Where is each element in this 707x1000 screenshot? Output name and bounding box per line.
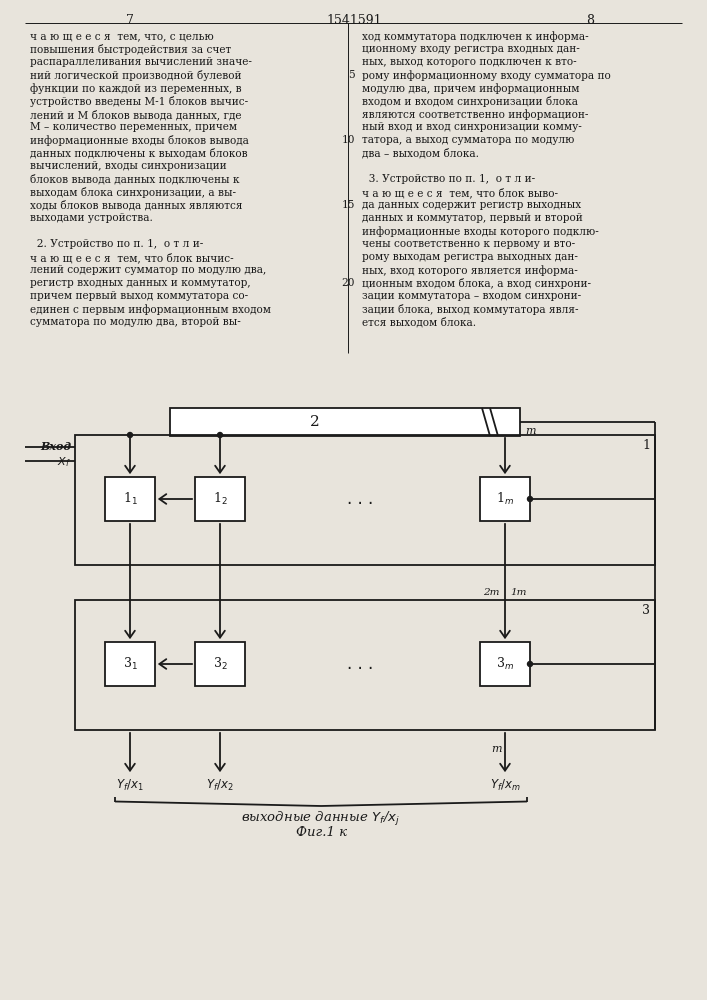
Text: выходные данные $Y_f$/$x_j$: выходные данные $Y_f$/$x_j$ — [242, 810, 401, 828]
Text: 1$_2$: 1$_2$ — [213, 491, 228, 507]
Text: информационные входы блоков вывода: информационные входы блоков вывода — [30, 135, 249, 146]
Text: ходы блоков вывода данных являются: ходы блоков вывода данных являются — [30, 200, 243, 211]
Text: 3. Устройство по п. 1,  о т л и-: 3. Устройство по п. 1, о т л и- — [362, 174, 535, 184]
Text: чены соответственно к первому и вто-: чены соответственно к первому и вто- — [362, 239, 575, 249]
Bar — [105, 642, 155, 686]
Text: единен с первым информационным входом: единен с первым информационным входом — [30, 304, 271, 315]
Text: $Y_f/x_2$: $Y_f/x_2$ — [206, 778, 234, 793]
Text: 3$_m$: 3$_m$ — [496, 656, 514, 672]
Circle shape — [127, 432, 132, 438]
Text: ч а ю щ е е с я  тем, что блок выво-: ч а ю щ е е с я тем, что блок выво- — [362, 187, 558, 198]
Text: зации коммутатора – входом синхрони-: зации коммутатора – входом синхрони- — [362, 291, 581, 301]
Bar — [75, 600, 655, 730]
Text: выходами устройства.: выходами устройства. — [30, 213, 153, 223]
Text: Вход: Вход — [40, 441, 71, 452]
Text: 3$_2$: 3$_2$ — [213, 656, 228, 672]
Text: 8: 8 — [586, 14, 594, 27]
Bar — [170, 408, 520, 436]
Bar — [480, 642, 530, 686]
Bar — [75, 435, 655, 565]
Text: лений и М блоков вывода данных, где: лений и М блоков вывода данных, где — [30, 109, 242, 120]
Text: m: m — [491, 744, 502, 754]
Text: являются соответственно информацион-: являются соответственно информацион- — [362, 109, 588, 120]
Circle shape — [218, 432, 223, 438]
Text: повышения быстродействия за счет: повышения быстродействия за счет — [30, 44, 231, 55]
Bar — [480, 477, 530, 521]
Text: распараллеливания вычислений значе-: распараллеливания вычислений значе- — [30, 57, 252, 67]
Text: $X_f$: $X_f$ — [57, 455, 71, 469]
Text: ход коммутатора подключен к информа-: ход коммутатора подключен к информа- — [362, 31, 589, 42]
Text: 2. Устройство по п. 1,  о т л и-: 2. Устройство по п. 1, о т л и- — [30, 239, 203, 249]
Text: Фиг.1 к: Фиг.1 к — [296, 826, 346, 839]
Text: ч а ю щ е е с я  тем, что, с целью: ч а ю щ е е с я тем, что, с целью — [30, 31, 214, 41]
Text: два – выходом блока.: два – выходом блока. — [362, 148, 479, 159]
Text: ется выходом блока.: ется выходом блока. — [362, 317, 476, 328]
Text: сумматора по модулю два, второй вы-: сумматора по модулю два, второй вы- — [30, 317, 241, 327]
Text: данных и коммутатор, первый и второй: данных и коммутатор, первый и второй — [362, 213, 583, 223]
Text: причем первый выход коммутатора со-: причем первый выход коммутатора со- — [30, 291, 248, 301]
Text: лений содержит сумматор по модулю два,: лений содержит сумматор по модулю два, — [30, 265, 267, 275]
Text: 10: 10 — [341, 135, 355, 145]
Text: блоков вывода данных подключены к: блоков вывода данных подключены к — [30, 174, 240, 185]
Text: . . .: . . . — [347, 490, 373, 508]
Text: 1$_1$: 1$_1$ — [122, 491, 137, 507]
Text: М – количество переменных, причем: М – количество переменных, причем — [30, 122, 237, 132]
Text: татора, а выход сумматора по модулю: татора, а выход сумматора по модулю — [362, 135, 574, 145]
Text: $Y_f/x_1$: $Y_f/x_1$ — [116, 778, 144, 793]
Text: 7: 7 — [126, 14, 134, 27]
Text: ционным входом блока, а вход синхрони-: ционным входом блока, а вход синхрони- — [362, 278, 591, 289]
Text: $Y_f/x_m$: $Y_f/x_m$ — [490, 778, 520, 793]
Circle shape — [527, 662, 532, 666]
Text: вычислений, входы синхронизации: вычислений, входы синхронизации — [30, 161, 227, 171]
Text: ных, вход которого является информа-: ных, вход которого является информа- — [362, 265, 578, 276]
Text: ч а ю щ е е с я  тем, что блок вычис-: ч а ю щ е е с я тем, что блок вычис- — [30, 252, 233, 263]
Bar — [195, 642, 245, 686]
Text: 1$_m$: 1$_m$ — [496, 491, 514, 507]
Text: 3$_1$: 3$_1$ — [122, 656, 137, 672]
Text: 1541591: 1541591 — [326, 14, 382, 27]
Text: выходам блока синхронизации, а вы-: выходам блока синхронизации, а вы- — [30, 187, 236, 198]
Text: 1m: 1m — [510, 588, 527, 597]
Text: . . .: . . . — [347, 655, 373, 673]
Text: входом и входом синхронизации блока: входом и входом синхронизации блока — [362, 96, 578, 107]
Text: регистр входных данных и коммутатор,: регистр входных данных и коммутатор, — [30, 278, 250, 288]
Text: информационные входы которого подклю-: информационные входы которого подклю- — [362, 226, 599, 237]
Text: ный вход и вход синхронизации комму-: ный вход и вход синхронизации комму- — [362, 122, 582, 132]
Text: рому информационному входу сумматора по: рому информационному входу сумматора по — [362, 70, 611, 81]
Text: 15: 15 — [341, 200, 355, 210]
Text: 2m: 2m — [484, 588, 500, 597]
Circle shape — [527, 496, 532, 502]
Text: 2: 2 — [310, 415, 320, 429]
Text: устройство введены М-1 блоков вычис-: устройство введены М-1 блоков вычис- — [30, 96, 248, 107]
Text: m: m — [525, 426, 535, 436]
Text: 3: 3 — [642, 604, 650, 617]
Text: 5: 5 — [349, 70, 355, 80]
Text: функции по каждой из переменных, в: функции по каждой из переменных, в — [30, 83, 242, 94]
Bar — [105, 477, 155, 521]
Bar — [195, 477, 245, 521]
Text: 1: 1 — [642, 439, 650, 452]
Text: зации блока, выход коммутатора явля-: зации блока, выход коммутатора явля- — [362, 304, 578, 315]
Text: ных, выход которого подключен к вто-: ных, выход которого подключен к вто- — [362, 57, 577, 67]
Text: модулю два, причем информационным: модулю два, причем информационным — [362, 83, 580, 94]
Text: рому выходам регистра выходных дан-: рому выходам регистра выходных дан- — [362, 252, 578, 262]
Text: 20: 20 — [341, 278, 355, 288]
Text: ционному входу регистра входных дан-: ционному входу регистра входных дан- — [362, 44, 580, 54]
Text: да данных содержит регистр выходных: да данных содержит регистр выходных — [362, 200, 581, 210]
Text: данных подключены к выходам блоков: данных подключены к выходам блоков — [30, 148, 247, 159]
Text: ний логической производной булевой: ний логической производной булевой — [30, 70, 242, 81]
